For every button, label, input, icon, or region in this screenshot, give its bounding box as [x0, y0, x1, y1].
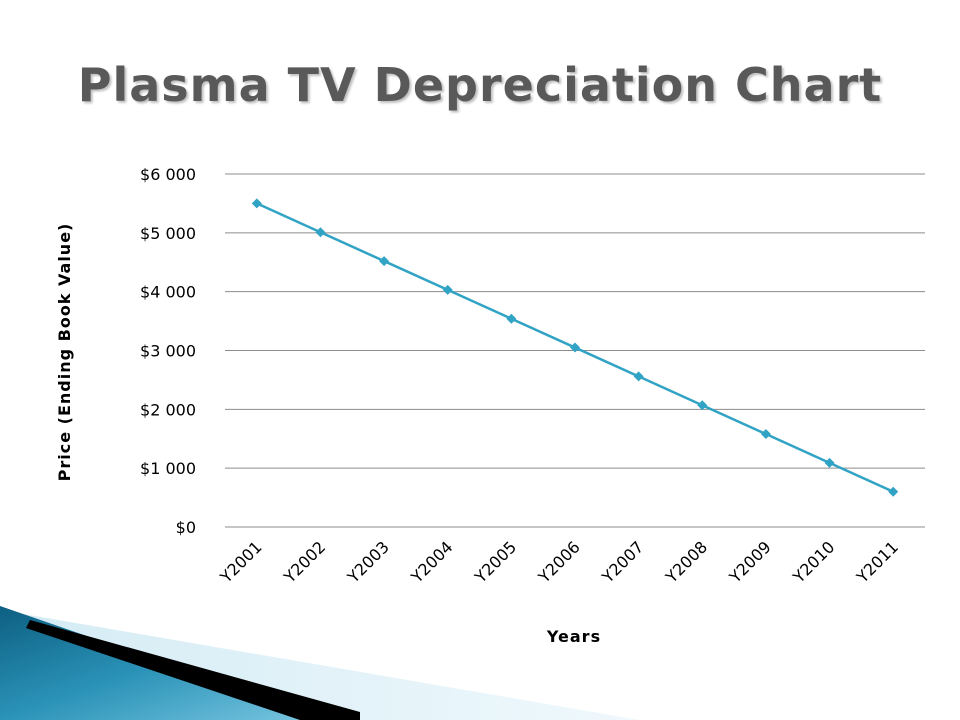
x-axis-title: Years	[546, 627, 601, 646]
x-tick-label: Y2004	[407, 537, 457, 587]
data-point-marker	[760, 429, 771, 440]
data-point-marker	[251, 198, 262, 209]
data-point-marker	[379, 256, 390, 267]
y-tick-label: $3 000	[140, 342, 196, 361]
x-axis-ticks: Y2001 Y2002 Y2003 Y2004 Y2005 Y2006 Y2007 Y2008…	[216, 537, 902, 587]
data-point-marker	[442, 284, 453, 295]
series-line-group	[251, 198, 899, 497]
y-tick-label: $0	[176, 518, 196, 537]
gridlines	[225, 173, 925, 528]
data-point-marker	[633, 371, 644, 382]
y-tick-label: $1 000	[140, 459, 196, 478]
y-tick-label: $2 000	[140, 400, 196, 419]
x-tick-label: Y2006	[534, 537, 584, 587]
data-point-marker	[570, 342, 580, 353]
x-tick-label: Y2003	[343, 537, 393, 587]
x-tick-label: Y2007	[598, 537, 648, 587]
x-tick-label: Y2011	[852, 537, 902, 587]
y-tick-label: $5 000	[140, 224, 196, 243]
x-tick-label: Y2002	[279, 537, 329, 587]
x-tick-label: Y2005	[470, 537, 520, 587]
slide-title: Plasma TV Depreciation Chart	[77, 58, 883, 112]
x-tick-label: Y2010	[789, 537, 839, 587]
data-point-marker	[506, 313, 517, 324]
data-point-marker	[824, 457, 835, 468]
y-tick-label: $6 000	[140, 165, 196, 184]
data-point-marker	[315, 227, 326, 238]
x-tick-label: Y2001	[216, 537, 266, 587]
y-tick-label: $4 000	[140, 283, 196, 302]
x-tick-label: Y2008	[661, 537, 711, 587]
y-axis-ticks: $0 $1 000 $2 000 $3 000 $4 000 $5 000 $6 000	[140, 165, 196, 537]
data-point-marker	[697, 400, 708, 411]
x-tick-label: Y2009	[725, 537, 775, 587]
data-point-marker	[888, 486, 899, 497]
y-axis-title: Price (Ending Book Value)	[55, 223, 74, 482]
